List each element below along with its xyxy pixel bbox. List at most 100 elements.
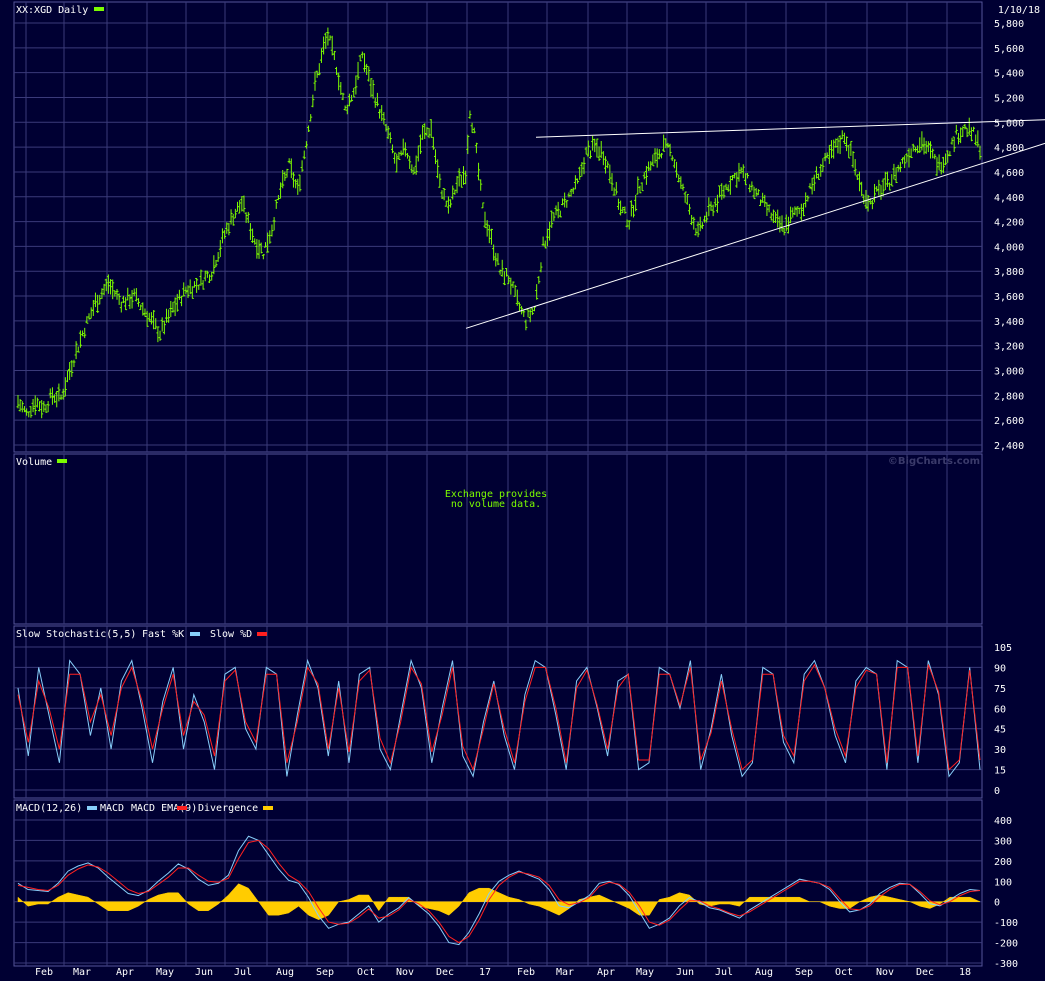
price-y-tick-label: 4,000 — [994, 242, 1024, 253]
price-legend-swatch — [94, 7, 104, 11]
price-y-tick-label: 3,000 — [994, 367, 1024, 378]
price-y-tick-label: 3,600 — [994, 292, 1024, 303]
x-tick-label: Feb — [517, 967, 535, 978]
watermark: ©BigCharts.com — [888, 456, 980, 467]
macd-y-tick-label: -100 — [994, 918, 1018, 929]
price-y-tick-label: 2,400 — [994, 441, 1024, 452]
macd-y-tick-label: 400 — [994, 816, 1012, 827]
x-tick-label: May — [156, 967, 174, 978]
x-tick-label: Nov — [396, 967, 414, 978]
macd-y-tick-label: -300 — [994, 959, 1018, 970]
price-y-tick-label: 3,800 — [994, 267, 1024, 278]
stoch-fast-label: Fast %K — [142, 629, 184, 640]
macd-ema-line — [17, 839, 981, 944]
volume-panel: Volume ©BigCharts.com Exchange provides … — [16, 456, 980, 510]
stoch-y-tick-label: 45 — [994, 725, 1006, 736]
price-y-tick-label: 4,800 — [994, 143, 1024, 154]
price-y-tick-label: 5,800 — [994, 19, 1024, 30]
panel-frame-2 — [13, 625, 983, 799]
stoch-y-axis: 0 15 30 45 60 75 90 105 — [994, 643, 1012, 797]
x-tick-label: Sep — [316, 967, 334, 978]
x-tick-label: Mar — [556, 967, 574, 978]
macd-y-tick-label: 0 — [994, 898, 1000, 909]
x-tick-label: Dec — [436, 967, 454, 978]
macd-ema-swatch — [177, 806, 187, 810]
price-y-tick-label: 4,600 — [994, 168, 1024, 179]
price-y-tick-label: 2,800 — [994, 391, 1024, 402]
macd-y-tick-label: 200 — [994, 857, 1012, 868]
macd-y-axis: -300 -200 -100 0 100 200 300 400 — [994, 816, 1018, 970]
x-tick-label: Jun — [195, 967, 213, 978]
x-tick-label: Jun — [676, 967, 694, 978]
stoch-y-tick-label: 60 — [994, 704, 1006, 715]
resistance-trendline — [535, 119, 1045, 138]
stoch-y-tick-label: 75 — [994, 684, 1006, 695]
volume-message-line2: no volume data. — [451, 499, 541, 510]
price-y-axis: 2,400 2,600 2,800 3,000 3,200 3,400 3,600 3,800… — [994, 19, 1024, 452]
macd-div-label: Divergence — [198, 803, 258, 814]
price-series — [16, 27, 982, 419]
divergence-area — [17, 883, 981, 920]
price-y-tick-label: 3,200 — [994, 342, 1024, 353]
x-tick-label: Feb — [35, 967, 53, 978]
stoch-y-tick-label: 90 — [994, 663, 1006, 674]
price-panel: XX:XGD Daily 1/10/18 2,400 2,600 2,800 3,00… — [16, 5, 1045, 452]
stoch-y-tick-label: 30 — [994, 745, 1006, 756]
macd-swatch — [87, 806, 97, 810]
volume-message-line1: Exchange provides — [445, 489, 547, 500]
grid-lines — [14, 2, 982, 966]
x-tick-label: Jul — [715, 967, 733, 978]
x-tick-label: Dec — [916, 967, 934, 978]
volume-title: Volume — [16, 457, 52, 468]
price-y-tick-label: 5,200 — [994, 93, 1024, 104]
macd-y-tick-label: 300 — [994, 836, 1012, 847]
stoch-y-tick-label: 15 — [994, 766, 1006, 777]
x-tick-label: 17 — [479, 967, 491, 978]
macd-title: MACD(12,26) — [16, 803, 82, 814]
stoch-slow-swatch — [257, 632, 267, 636]
price-y-tick-label: 4,200 — [994, 218, 1024, 229]
stoch-slow-label: Slow %D — [210, 629, 252, 640]
x-tick-label: Apr — [116, 967, 134, 978]
price-y-tick-label: 5,600 — [994, 44, 1024, 55]
macd-divergence-series — [17, 883, 981, 920]
macd-y-tick-label: 100 — [994, 877, 1012, 888]
trendlines — [465, 119, 1045, 329]
x-tick-label: Apr — [597, 967, 615, 978]
stoch-y-tick-label: 0 — [994, 786, 1000, 797]
panel-frame-1 — [13, 453, 983, 625]
x-tick-label: Nov — [876, 967, 894, 978]
x-tick-label: Oct — [357, 967, 375, 978]
panel-frames — [13, 1, 983, 967]
price-title: XX:XGD Daily — [16, 5, 88, 16]
stochastic-panel: Slow Stochastic(5,5) Fast %K Slow %D 0 15… — [16, 629, 1012, 797]
price-y-tick-label: 4,400 — [994, 193, 1024, 204]
stoch-y-tick-label: 105 — [994, 643, 1012, 654]
price-y-tick-label: 2,600 — [994, 416, 1024, 427]
chart-date: 1/10/18 — [998, 5, 1040, 16]
x-tick-label: Aug — [755, 967, 773, 978]
macd-label: MACD — [100, 803, 124, 814]
panel-frame-3 — [13, 799, 983, 967]
x-axis-labels: Feb Mar Apr May Jun Jul Aug Sep Oct Nov Dec 17 Feb Ma… — [35, 967, 971, 978]
volume-legend-swatch — [57, 459, 67, 463]
macd-ema-label: MACD EMA(9) — [131, 803, 197, 814]
macd-series — [17, 835, 981, 946]
x-tick-label: Mar — [73, 967, 91, 978]
macd-div-swatch — [263, 806, 273, 810]
macd-panel: MACD(12,26) MACD MACD EMA(9) Divergence … — [16, 803, 1018, 970]
x-tick-label: 18 — [959, 967, 971, 978]
x-tick-label: Aug — [276, 967, 294, 978]
slow-d-line — [17, 663, 981, 772]
price-y-tick-label: 5,000 — [994, 118, 1024, 129]
panel-frame-0 — [13, 1, 983, 453]
support-trendline — [465, 142, 1045, 329]
x-tick-label: Oct — [835, 967, 853, 978]
stoch-series — [17, 658, 981, 778]
x-tick-label: Sep — [795, 967, 813, 978]
stoch-fast-swatch — [190, 632, 200, 636]
macd-y-tick-label: -200 — [994, 939, 1018, 950]
x-tick-label: Jul — [234, 967, 252, 978]
